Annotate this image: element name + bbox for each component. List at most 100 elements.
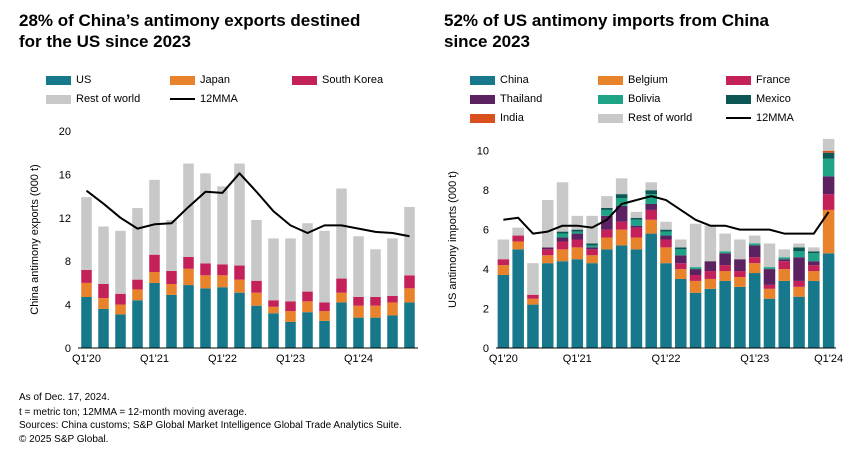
right-ytick-label-2: 4 (483, 264, 489, 276)
right-bar-china-16 (734, 286, 746, 348)
left-bar-south-korea-4 (149, 254, 160, 273)
right-bar-rest-of-world-18 (763, 243, 776, 268)
right-bar-mexico-21 (808, 251, 820, 254)
right-bar-bolivia-17 (748, 243, 761, 246)
right-xtick-label-4: Q1'24 (814, 353, 843, 365)
left-legend-rest-swatch (46, 94, 71, 104)
left-bar-us-6 (183, 285, 194, 348)
left-bar-rest-of-world-0 (81, 197, 92, 270)
left-legend-us-label: US (76, 74, 92, 86)
right-legend-india-label: India (500, 112, 524, 124)
right-bar-china-17 (748, 273, 761, 348)
left-bar-south-korea-12 (285, 301, 296, 312)
right-bar-france-1 (512, 235, 524, 242)
right-legend-bolivia-swatch (598, 94, 623, 104)
left-bar-south-korea-13 (302, 291, 313, 302)
right-bar-belgium-22 (822, 209, 835, 254)
right-bar-rest-of-world-1 (512, 227, 524, 236)
right-bar-france-11 (660, 239, 672, 248)
right-bar-china-22 (822, 253, 835, 348)
right-bar-france-20 (793, 280, 805, 287)
right-bar-thailand-14 (704, 261, 717, 272)
right-bar-thailand-13 (689, 269, 702, 276)
right-bar-belgium-7 (601, 237, 613, 250)
left-bar-south-korea-17 (370, 297, 381, 306)
right-bar-belgium-8 (615, 229, 628, 246)
right-bar-rest-of-world-22 (822, 138, 835, 151)
right-ytick-label-3: 6 (483, 225, 489, 237)
left-legend-rest-label: Rest of world (76, 93, 141, 105)
right-bar-mexico-7 (601, 207, 613, 210)
right-legend-mexico-swatch (726, 94, 751, 104)
right-bar-rest-of-world-4 (556, 182, 569, 232)
left-bar-japan-15 (336, 292, 347, 303)
right-legend-france: France (726, 74, 790, 86)
right-chart-title: 52% of US antimony imports from China si… (444, 10, 769, 52)
right-ytick-label-0: 0 (483, 343, 489, 355)
right-legend-belgium-label: Belgium (628, 74, 668, 86)
right-bar-belgium-20 (793, 286, 805, 297)
right-bar-france-12 (675, 263, 687, 270)
right-bar-thailand-9 (630, 225, 643, 228)
right-bar-china-1 (512, 249, 524, 348)
right-bar-bolivia-4 (556, 233, 569, 238)
right-bar-china-11 (660, 263, 672, 348)
right-legend-mexico-label: Mexico (756, 93, 791, 105)
right-bar-thailand-19 (778, 259, 791, 262)
right-bar-thailand-3 (541, 247, 554, 250)
right-bar-bolivia-19 (778, 257, 791, 260)
left-bar-us-12 (285, 321, 296, 348)
right-legend-mexico: Mexico (726, 93, 791, 105)
right-bar-belgium-19 (778, 269, 791, 281)
right-bar-rest-of-world-11 (660, 221, 672, 230)
right-bar-france-18 (763, 284, 776, 289)
left-bar-south-korea-18 (387, 295, 398, 303)
right-line (503, 195, 830, 235)
right-bar-china-13 (689, 292, 702, 348)
left-bar-rest-of-world-16 (353, 236, 364, 297)
right-bar-bolivia-15 (719, 251, 731, 254)
left-bar-us-17 (370, 317, 381, 348)
left-bar-us-7 (200, 288, 211, 348)
left-bar-us-2 (115, 314, 126, 348)
right-bar-rest-of-world-20 (793, 243, 805, 248)
left-chart-title: 28% of China’s antimony exports destined… (19, 10, 360, 52)
right-bar-bolivia-12 (675, 249, 687, 256)
left-bar-us-10 (251, 305, 262, 348)
right-bar-china-10 (645, 233, 657, 348)
left-xtick-label-1: Q1'21 (140, 353, 169, 365)
right-bar-mexico-11 (660, 229, 672, 232)
left-ytick-label-2: 8 (65, 256, 71, 268)
right-legend-india: India (470, 112, 524, 124)
right-bar-rest-of-world-3 (541, 200, 554, 248)
right-bar-belgium-1 (512, 241, 524, 250)
left-bar-japan-18 (387, 302, 398, 316)
footnote-asof: As of Dec. 17, 2024. (19, 392, 110, 403)
right-legend-12mma-label: 12MMA (756, 112, 794, 124)
left-ytick-label-3: 12 (59, 213, 71, 225)
right-legend-china-swatch (470, 75, 495, 85)
right-axes: 0 2 4 6 8 10 Q1'20 Q1'21 Q1'22 Q1'23 Q1'24 US antim… (447, 146, 843, 365)
right-bar-china-8 (615, 245, 628, 348)
right-legend-rest-swatch (598, 113, 623, 123)
left-xtick-label-0: Q1'20 (72, 353, 101, 365)
left-bar-us-9 (234, 292, 245, 348)
right-bar-france-0 (497, 259, 510, 266)
right-legend-china-label: China (500, 74, 529, 86)
right-legend-thailand-label: Thailand (500, 93, 543, 105)
left-bar-us-14 (319, 320, 330, 349)
right-bar-rest-of-world-17 (748, 235, 761, 244)
left-bar-japan-7 (200, 275, 211, 289)
right-bar-belgium-16 (734, 276, 746, 287)
right-bar-france-8 (615, 221, 628, 230)
left-legend-12mma-line (170, 98, 195, 100)
right-bar-china-20 (793, 296, 805, 348)
right-bar-belgium-9 (630, 237, 643, 250)
left-bar-rest-of-world-17 (370, 249, 381, 297)
left-ytick-label-1: 4 (65, 300, 71, 312)
left-bar-japan-13 (302, 301, 313, 313)
left-bar-japan-14 (319, 311, 330, 321)
right-legend-12mma-line (726, 117, 751, 119)
right-bars (497, 138, 835, 348)
right-bar-china-14 (704, 288, 717, 348)
